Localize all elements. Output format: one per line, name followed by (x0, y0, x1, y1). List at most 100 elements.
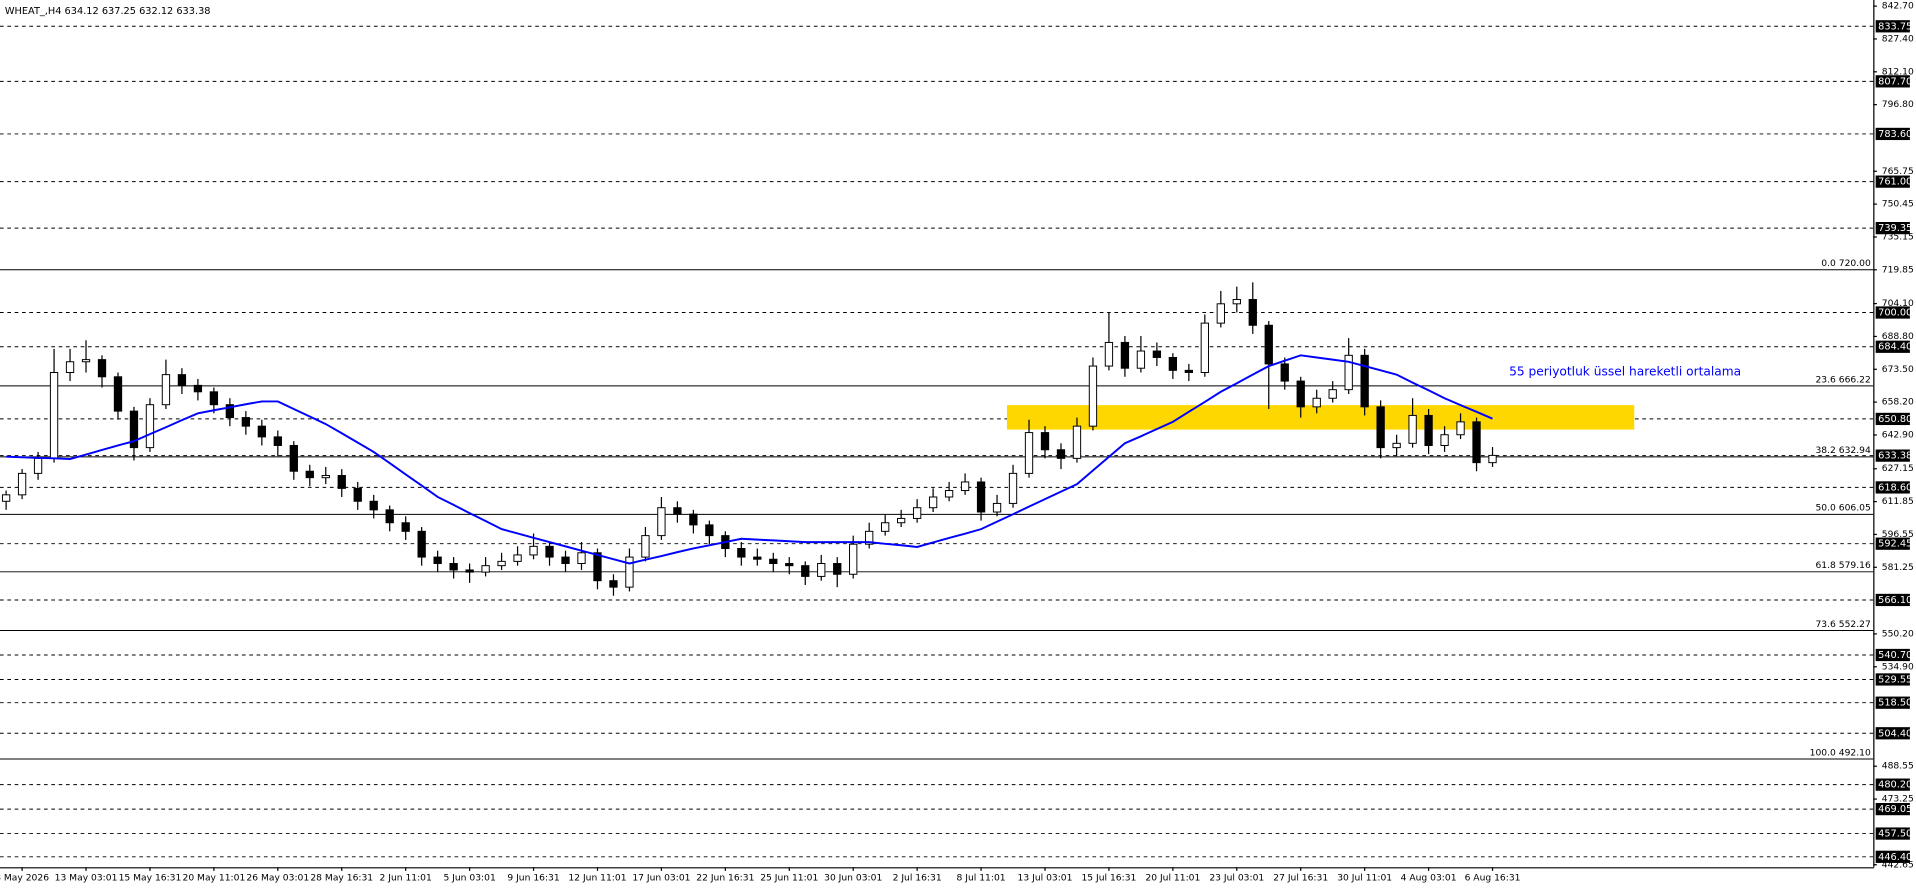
y-tick-label: 534.90 (1882, 661, 1914, 672)
level-label: 529.55 (1878, 674, 1912, 685)
candle-body (1056, 449, 1066, 459)
level-label: 739.35 (1878, 223, 1912, 234)
candle-body (865, 530, 874, 545)
candle-body (817, 563, 826, 577)
level-label: 457.50 (1878, 829, 1912, 840)
candle-body (33, 457, 43, 474)
candle-body (209, 391, 219, 406)
x-tick-label: 20 May 11:01 (183, 873, 246, 884)
y-tick-label: 596.55 (1882, 529, 1914, 540)
candle-body (1216, 303, 1225, 324)
candle-body (1360, 354, 1369, 408)
candle-body (145, 404, 155, 449)
y-tick-label: 842.70 (1882, 1, 1914, 12)
candle-body (1088, 365, 1098, 427)
candle-body (225, 404, 235, 419)
level-label: 650.80 (1878, 414, 1912, 425)
x-tick-label: 13 Jul 03:01 (1018, 873, 1073, 884)
level-box (1875, 850, 1910, 863)
y-tick-label: 765.75 (1882, 166, 1914, 177)
candle-body (1184, 369, 1194, 373)
candle-body (1040, 432, 1050, 451)
fib-label: 73.6 552.27 (1815, 619, 1870, 630)
level-label: 566.10 (1878, 595, 1912, 606)
y-tick-label: 642.90 (1882, 429, 1914, 440)
candle-body (849, 543, 858, 575)
candle-body (705, 524, 714, 537)
candle-body (992, 502, 1002, 513)
candle-body (1296, 380, 1305, 408)
header-open: 634.12 (65, 6, 99, 17)
x-tick-label: 30 Jun 03:01 (824, 873, 882, 884)
candle-body (1264, 324, 1273, 365)
y-tick-label: 827.40 (1882, 33, 1914, 44)
symbol: WHEAT_,H4 (5, 6, 62, 17)
y-tick-label: 812.10 (1882, 66, 1914, 77)
level-label: 504.40 (1878, 728, 1912, 739)
y-tick-label: 750.45 (1882, 199, 1914, 210)
candle-body (928, 496, 938, 509)
y-tick-label: 442.65 (1882, 859, 1914, 870)
candle-body (1104, 341, 1114, 367)
candle-body (769, 558, 778, 565)
x-tick-label: 22 Jun 16:31 (696, 873, 754, 884)
candle-body (1120, 341, 1130, 369)
candle-body (129, 410, 139, 449)
candle-body (577, 552, 586, 565)
candle-body (273, 436, 282, 446)
candle-body (17, 472, 27, 496)
level-label: 469.05 (1878, 804, 1912, 815)
candle-body (801, 565, 810, 577)
candle-body (1376, 406, 1385, 449)
level-box (1875, 537, 1910, 550)
level-box (1875, 727, 1910, 740)
candle-body (1472, 421, 1481, 464)
candle-body (433, 556, 442, 565)
level-label: 592.45 (1878, 539, 1912, 550)
candle-body (641, 535, 650, 558)
level-box (1875, 127, 1910, 141)
y-tick-label: 550.20 (1882, 628, 1914, 639)
x-tick-label: 8 May 2026 (0, 873, 49, 884)
level-box (1875, 175, 1910, 188)
candle-body (1328, 389, 1337, 399)
candle-body (257, 425, 266, 438)
candle-body (241, 417, 251, 427)
candle-body (369, 500, 378, 511)
level-box (1875, 827, 1910, 840)
candle-body (833, 563, 842, 575)
candle-body (1232, 299, 1241, 305)
header-close: 633.38 (176, 6, 210, 17)
x-tick-label: 5 Jun 03:01 (443, 873, 495, 884)
candle-body (1136, 350, 1146, 369)
level-box (1875, 593, 1910, 607)
candle-body (1072, 425, 1082, 459)
header-high: 637.25 (102, 6, 136, 17)
level-box (1875, 20, 1910, 33)
y-tick-label: 673.50 (1882, 364, 1914, 375)
y-tick-label: 735.15 (1882, 231, 1914, 242)
candle-body (737, 548, 746, 558)
candle-body (1168, 356, 1178, 371)
candle-body (1344, 354, 1353, 391)
candle-body (1408, 414, 1417, 444)
candle-body (321, 475, 330, 479)
level-label: 783.60 (1878, 129, 1912, 140)
plot-layer: 55 periyotluk üssel hareketli ortalama (1, 282, 1741, 596)
level-box (1875, 673, 1910, 686)
level-label: 480.20 (1878, 780, 1912, 791)
level-box (1875, 481, 1910, 494)
annotation: 55 periyotluk üssel hareketli ortalama (1509, 364, 1741, 378)
candle-body (785, 563, 794, 567)
candle-body (497, 560, 506, 567)
level-box (1875, 696, 1910, 709)
candle-body (177, 374, 187, 386)
level-label: 700.00 (1878, 308, 1912, 319)
y-tick-label: 611.85 (1882, 496, 1914, 507)
grid-layer: 0.0 720.00 23.6 666.22 38.2 632.94 50.0 606… (0, 25, 1874, 858)
candle-body (960, 481, 970, 492)
x-tick-label: 8 Jul 11:01 (957, 873, 1006, 884)
candle-body (1488, 454, 1497, 464)
x-tick-label: 4 Aug 03:01 (1401, 873, 1457, 884)
candle-body (513, 554, 522, 562)
